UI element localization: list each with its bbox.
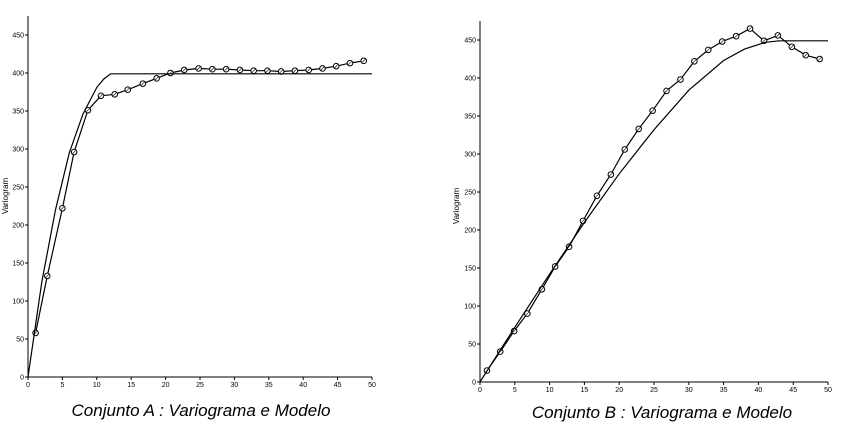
a-data-point-slash (333, 63, 339, 69)
a-y-tick-label: 200 (12, 223, 24, 230)
a-data-point-slash (251, 68, 257, 74)
b-y-tick-label: 0 (472, 380, 476, 387)
a-x-tick-label: 10 (93, 382, 101, 389)
a-x-tick-label: 0 (26, 382, 30, 389)
a-data-point-slash (181, 67, 187, 73)
a-data-point-slash (44, 273, 50, 279)
b-data-point-slash (761, 38, 767, 44)
a-y-tick-label: 250 (12, 185, 24, 192)
a-y-tick-label: 300 (12, 147, 24, 154)
b-data-point-slash (789, 44, 795, 50)
a-x-tick-label: 50 (368, 382, 376, 389)
a-y-axis-label: Variogram (1, 178, 10, 215)
a-data-point-slash (196, 66, 202, 71)
b-x-tick-label: 5 (513, 387, 517, 394)
a-data-point-slash (71, 149, 77, 155)
chart-conjunto-b: 0 50 100 150 200 250 300 350 400 450 0 5 10 15 20 25 30 3… (452, 21, 832, 422)
b-data-point-slash (733, 33, 739, 39)
a-data-point-slash (347, 60, 353, 66)
b-y-tick-label: 400 (464, 76, 476, 83)
b-data-point-slash (678, 77, 683, 82)
b-x-tick-label: 0 (478, 387, 482, 394)
a-data-point-slash (278, 69, 284, 74)
a-y-tick-label: 100 (12, 299, 24, 306)
b-y-tick-label: 300 (464, 152, 476, 159)
b-data-point-slash (719, 39, 725, 44)
a-y-tick-label: 350 (12, 109, 24, 116)
a-data-point-slash (154, 75, 160, 81)
a-data-point-slash (125, 87, 131, 93)
b-x-tick-label: 45 (789, 387, 797, 394)
b-data-point-slash (594, 193, 600, 199)
b-y-tick-label: 100 (464, 304, 476, 311)
b-x-tick-label: 50 (824, 387, 832, 394)
a-data-point-slash (168, 70, 173, 76)
a-data-point-slash (237, 67, 243, 73)
a-x-tick-label: 15 (127, 382, 135, 389)
b-data-point-slash (650, 108, 656, 114)
a-data-point-slash (112, 91, 118, 97)
b-y-axis-label: Variogram (452, 188, 461, 225)
b-data-point-slash (511, 328, 517, 334)
a-y-tick-label: 150 (12, 261, 24, 268)
a-data-point-slash (140, 81, 146, 87)
a-y-tick-label: 0 (20, 375, 24, 382)
a-x-tick-label: 25 (196, 382, 204, 389)
b-data-point-slash (622, 147, 628, 152)
b-data-point-slash (608, 172, 614, 177)
a-data-point-slash (223, 66, 229, 72)
a-data-point-slash (85, 107, 91, 113)
a-y-tick-label: 400 (12, 71, 24, 78)
a-data-point-slash (209, 66, 215, 72)
b-model-line (479, 40, 828, 383)
a-x-tick-label: 20 (162, 382, 170, 389)
b-experimental-line (486, 27, 820, 371)
b-data-point-slash (580, 218, 586, 224)
a-x-tick-label: 45 (334, 382, 342, 389)
b-data-point-slash (803, 52, 809, 58)
b-y-tick-label: 350 (464, 114, 476, 121)
a-chart-caption: Conjunto A : Variograma e Modelo (72, 401, 331, 420)
b-data-point-slash (636, 126, 642, 132)
a-data-point-slash (320, 66, 325, 71)
b-y-tick-label: 50 (468, 342, 476, 349)
b-data-point-slash (524, 311, 530, 317)
a-data-point-slash (98, 93, 104, 99)
a-x-tick-label: 5 (60, 382, 64, 389)
b-data-point-slash (539, 286, 545, 292)
a-x-tick-label: 30 (231, 382, 239, 389)
b-x-tick-label: 20 (615, 387, 623, 394)
b-data-point-slash (664, 88, 669, 94)
a-experimental-line (35, 60, 364, 334)
a-data-point-slash (306, 67, 312, 73)
a-data-point-slash (361, 58, 367, 64)
b-y-tick-label: 450 (464, 38, 476, 45)
b-x-tick-label: 35 (720, 387, 728, 394)
b-data-point-slash (691, 58, 697, 64)
b-y-tick-label: 150 (464, 266, 476, 273)
b-x-tick-label: 15 (581, 387, 589, 394)
b-y-tick-label: 250 (464, 190, 476, 197)
b-data-point-slash (705, 47, 711, 53)
b-data-point-slash (775, 33, 781, 38)
b-x-tick-label: 40 (755, 387, 763, 394)
a-data-point-slash (265, 68, 270, 74)
a-x-tick-label: 40 (299, 382, 307, 389)
a-y-tick-label: 450 (12, 33, 24, 40)
a-y-tick-label: 50 (16, 337, 24, 344)
a-data-point-slash (292, 68, 298, 74)
a-data-point-slash (59, 205, 65, 211)
a-model-line (27, 73, 372, 378)
b-data-point-slash (747, 26, 753, 32)
a-x-tick-label: 35 (265, 382, 273, 389)
b-x-tick-label: 30 (685, 387, 693, 394)
b-x-tick-label: 10 (546, 387, 554, 394)
b-x-tick-label: 25 (650, 387, 658, 394)
b-chart-caption: Conjunto B : Variograma e Modelo (532, 403, 792, 422)
b-y-tick-label: 200 (464, 228, 476, 235)
chart-conjunto-a: 0 50 100 150 200 250 300 350 400 450 0 5 10 15 20 25 30 3… (1, 16, 376, 420)
b-data-point-slash (817, 56, 823, 62)
